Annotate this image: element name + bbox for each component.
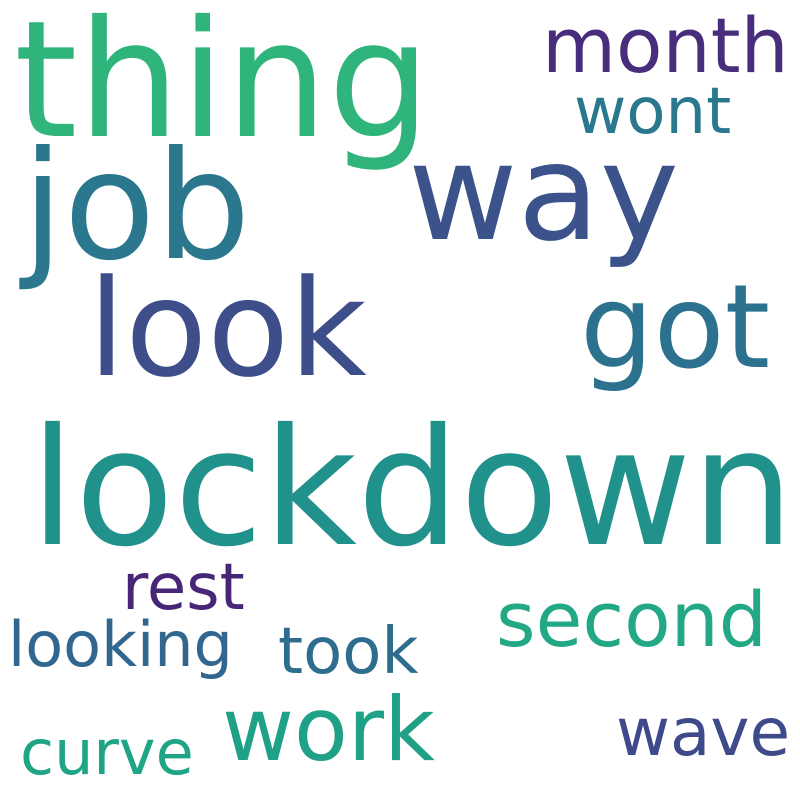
word-look: look	[88, 251, 367, 407]
word-work: work	[222, 678, 435, 781]
word-curve: curve	[20, 716, 194, 789]
word-took: took	[278, 615, 419, 689]
word-month: month	[542, 1, 789, 90]
word-looking: looking	[8, 608, 233, 681]
word-lockdown: lockdown	[30, 395, 795, 583]
word-wont: wont	[574, 75, 732, 149]
word-second: second	[496, 575, 768, 664]
word-job: job	[22, 120, 251, 294]
word-got: got	[580, 260, 771, 395]
word-rest: rest	[122, 551, 245, 625]
word-thing: thing	[14, 0, 431, 175]
word-way: way	[408, 115, 680, 271]
word-wave: wave	[616, 694, 791, 771]
